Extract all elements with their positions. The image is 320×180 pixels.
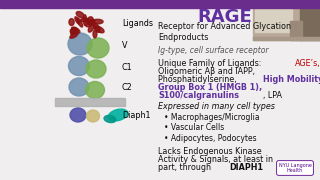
Text: Diaph1: Diaph1 <box>122 111 150 120</box>
Text: NYU Langone
Health: NYU Langone Health <box>279 163 311 173</box>
Text: Expressed in many cell types: Expressed in many cell types <box>158 102 275 111</box>
Text: , LPA: , LPA <box>262 91 282 100</box>
Text: C2: C2 <box>122 84 133 93</box>
Ellipse shape <box>88 23 94 32</box>
Text: C1: C1 <box>122 62 132 71</box>
Text: V: V <box>122 40 127 50</box>
Text: AGE’s,: AGE’s, <box>295 59 320 68</box>
Ellipse shape <box>68 33 92 55</box>
Ellipse shape <box>92 19 103 24</box>
Ellipse shape <box>94 23 100 32</box>
Ellipse shape <box>86 60 106 78</box>
Bar <box>253 37 320 40</box>
Ellipse shape <box>93 30 97 38</box>
Ellipse shape <box>86 110 100 122</box>
Bar <box>300 2 320 40</box>
Ellipse shape <box>86 20 95 27</box>
Text: S100/calgranulins: S100/calgranulins <box>158 91 239 100</box>
Bar <box>253 2 320 40</box>
Text: RAGE: RAGE <box>198 8 252 26</box>
Ellipse shape <box>104 115 116 123</box>
Text: Lacks Endogenous Kinase: Lacks Endogenous Kinase <box>158 147 262 156</box>
Text: • Vascular Cells: • Vascular Cells <box>164 123 224 132</box>
Text: Ligands: Ligands <box>122 19 153 28</box>
Ellipse shape <box>87 38 109 58</box>
Ellipse shape <box>85 82 105 98</box>
Text: Unique Family of Ligands:: Unique Family of Ligands: <box>158 59 264 68</box>
Text: Phosphatidylserine,: Phosphatidylserine, <box>158 75 239 84</box>
Ellipse shape <box>76 18 83 27</box>
Ellipse shape <box>81 18 90 22</box>
Ellipse shape <box>87 17 93 24</box>
Text: Receptor for Advanced Glycation
Endproducts: Receptor for Advanced Glycation Endprodu… <box>158 22 291 42</box>
Ellipse shape <box>68 57 90 75</box>
Ellipse shape <box>69 19 74 26</box>
Ellipse shape <box>75 17 80 24</box>
Ellipse shape <box>95 26 104 33</box>
Ellipse shape <box>84 15 86 26</box>
Bar <box>0 0 320 8</box>
Ellipse shape <box>70 33 78 38</box>
Ellipse shape <box>76 12 84 18</box>
Text: Group Box 1 (HMGB 1),: Group Box 1 (HMGB 1), <box>158 83 262 92</box>
Text: Oligomeric Aβ and IAPP,: Oligomeric Aβ and IAPP, <box>158 67 255 76</box>
Text: • Adipocytes, Podocytes: • Adipocytes, Podocytes <box>164 134 257 143</box>
Ellipse shape <box>71 27 77 35</box>
Bar <box>290 21 302 40</box>
Ellipse shape <box>70 108 86 122</box>
Ellipse shape <box>70 28 78 34</box>
Text: High Mobility: High Mobility <box>263 75 320 84</box>
Ellipse shape <box>69 78 89 96</box>
Text: • Macrophages/Microglia: • Macrophages/Microglia <box>164 113 260 122</box>
Text: Ig-type, cell surface receptor: Ig-type, cell surface receptor <box>158 46 268 55</box>
Bar <box>255 9 292 32</box>
Ellipse shape <box>88 19 94 25</box>
Ellipse shape <box>72 27 80 33</box>
Text: DIAPH1: DIAPH1 <box>230 163 264 172</box>
Bar <box>55 98 125 106</box>
Text: part, through: part, through <box>158 163 213 172</box>
Text: Activity & Signals, at least in: Activity & Signals, at least in <box>158 154 273 163</box>
Ellipse shape <box>108 109 128 121</box>
